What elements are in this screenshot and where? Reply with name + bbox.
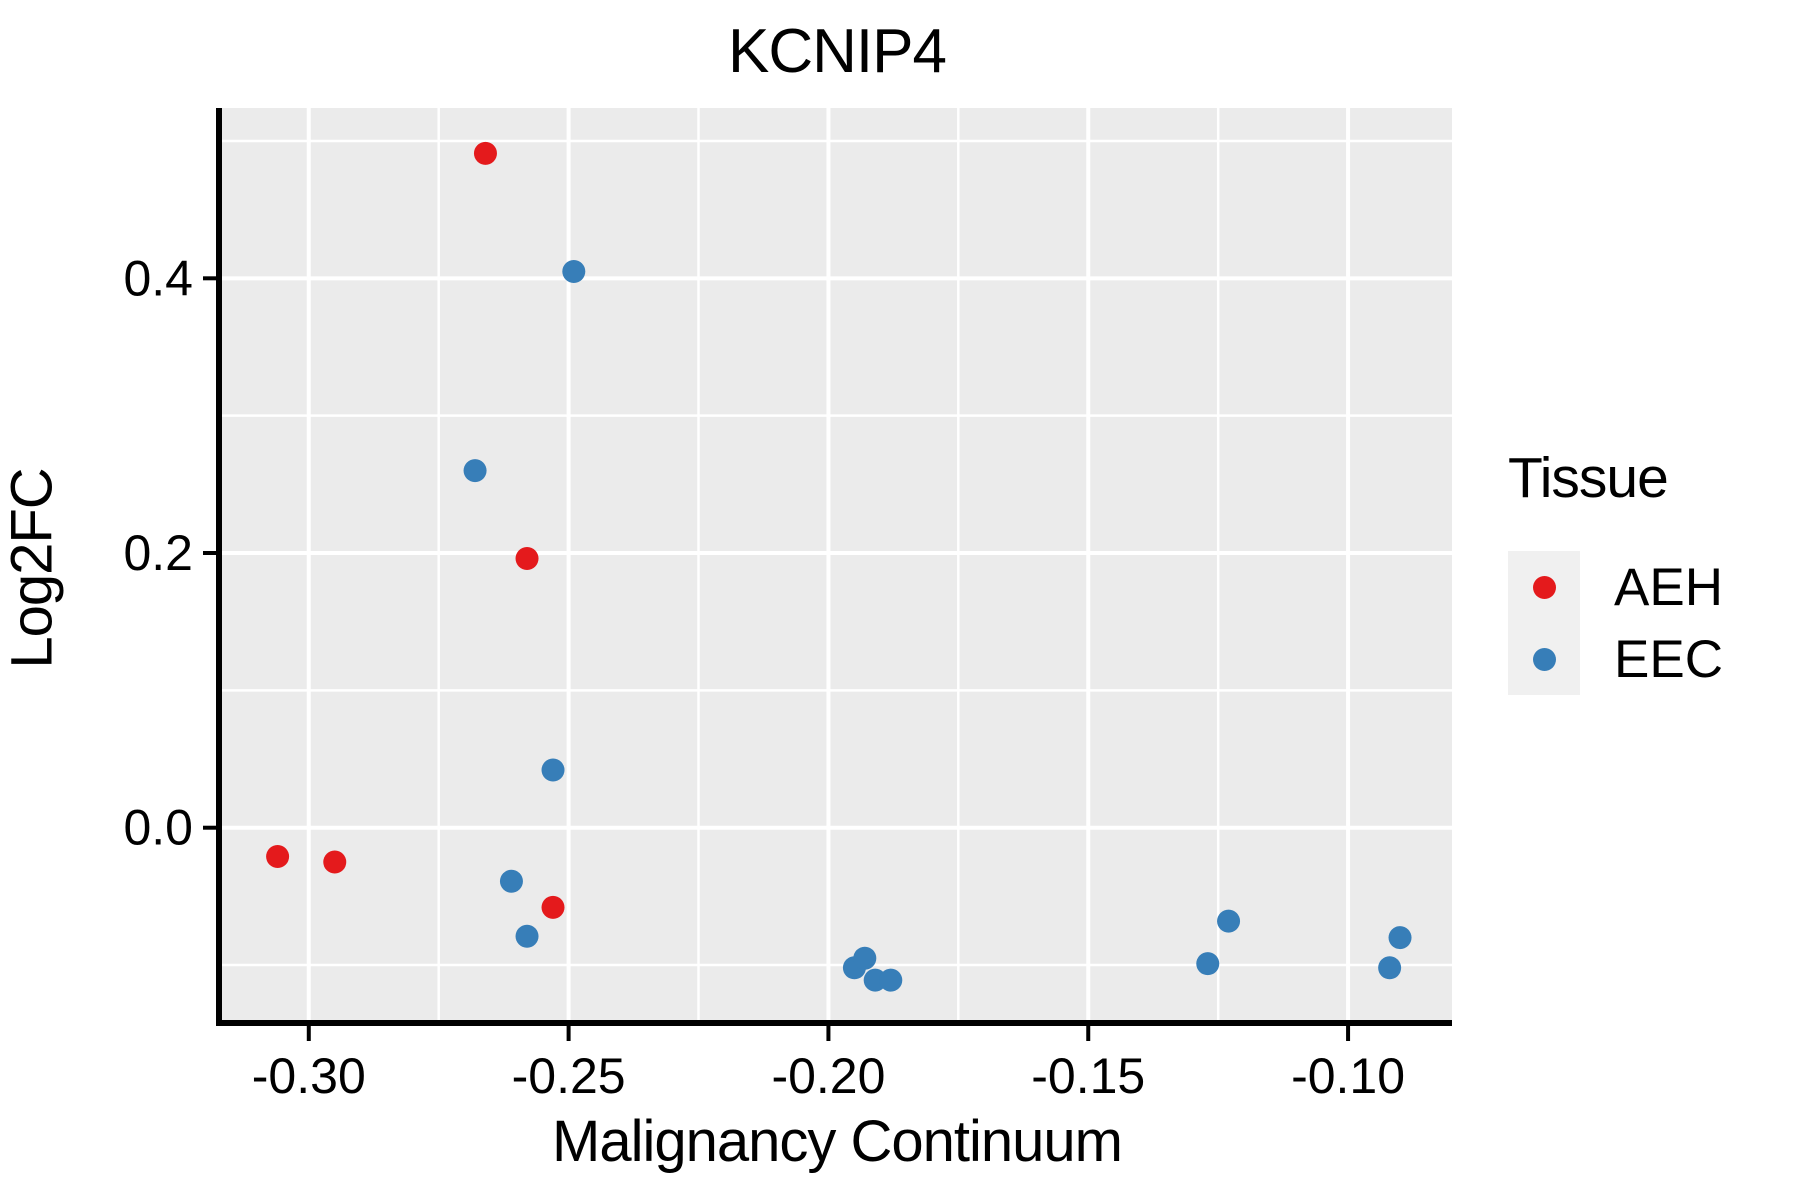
y-tick-label: 0.4 [123,250,193,306]
aeh-point-icon [1532,575,1556,599]
legend-label-eec: EEC [1614,629,1723,689]
legend-label-aeh: AEH [1614,557,1723,617]
data-point-aeh [541,895,565,919]
data-point-aeh [515,547,539,571]
y-tick-label: 0.0 [123,800,193,856]
data-point-eec [515,924,539,948]
legend: Tissue AEH EEC [1508,445,1723,695]
data-point-aeh [473,141,497,165]
x-axis-title: Malignancy Continuum [552,1109,1123,1174]
eec-point-icon [1532,647,1556,671]
data-point-eec [1217,909,1241,933]
data-point-eec [541,758,565,782]
plot-title: KCNIP4 [728,17,947,86]
data-point-eec [562,259,586,283]
data-point-eec [879,968,903,992]
y-axis-title: Log2FC [0,468,65,669]
legend-entry-eec: EEC [1508,623,1723,695]
x-tick-label: -0.25 [512,1048,626,1104]
legend-key-aeh [1508,551,1580,623]
data-point-eec [463,459,487,483]
x-tick-label: -0.30 [252,1048,366,1104]
data-point-eec [1196,952,1220,976]
x-tick-label: -0.10 [1291,1048,1405,1104]
data-point-eec [1388,926,1412,950]
data-point-aeh [323,850,347,874]
y-tick-label: 0.2 [123,525,193,581]
panel-background [222,108,1452,1020]
data-point-eec [499,869,523,893]
legend-key-eec [1508,623,1580,695]
x-tick-label: -0.20 [771,1048,885,1104]
legend-entry-aeh: AEH [1508,551,1723,623]
data-point-aeh [266,845,290,869]
x-tick-label: -0.15 [1031,1048,1145,1104]
data-point-eec [1378,956,1402,980]
data-point-eec [853,946,877,970]
legend-title: Tissue [1508,446,1669,510]
